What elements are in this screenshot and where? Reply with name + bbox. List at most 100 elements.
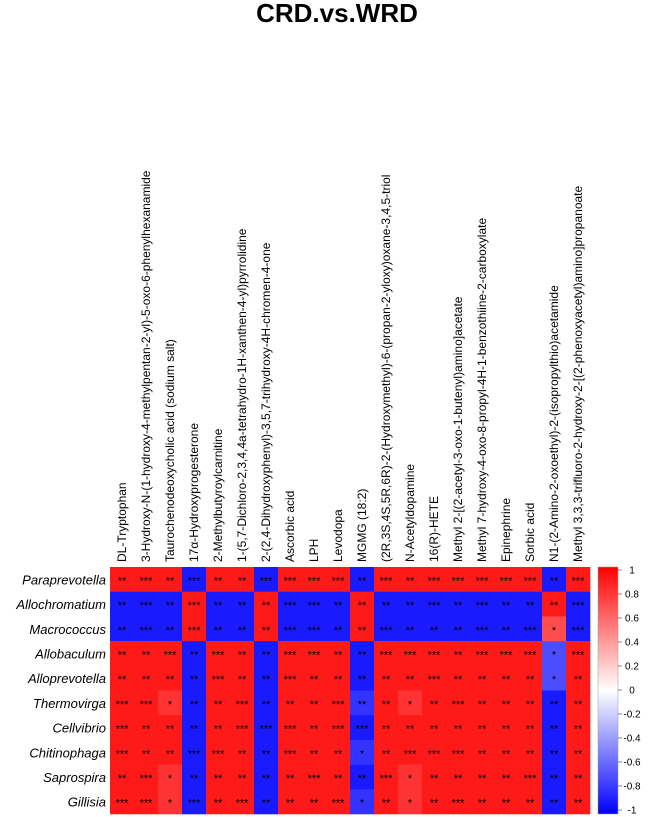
heatmap-cell [230, 567, 255, 592]
heatmap-cell [302, 690, 327, 716]
significance-label: ** [190, 773, 199, 785]
heatmap-cell [110, 641, 135, 667]
significance-label: * [552, 649, 557, 661]
significance-label: *** [212, 649, 226, 661]
significance-label: *** [284, 674, 298, 686]
heatmap-cell [566, 715, 591, 741]
heatmap-cell [446, 665, 471, 691]
row-label: Paraprevotella [22, 572, 106, 587]
column-label: 2-Methylbutyroylcarnitine [211, 428, 225, 562]
heatmap-cell [278, 591, 303, 617]
heatmap-cell [278, 789, 303, 815]
heatmap-cell [278, 690, 303, 716]
significance-label: ** [166, 600, 175, 612]
heatmap-cell [470, 665, 495, 691]
significance-label: ** [238, 575, 247, 587]
heatmap-cell [494, 567, 519, 592]
significance-label: *** [380, 575, 394, 587]
heatmap-cell [278, 739, 303, 765]
significance-label: *** [476, 625, 490, 637]
significance-label: ** [214, 798, 223, 810]
heatmap-cell [254, 690, 279, 716]
significance-label: *** [404, 748, 418, 760]
significance-label: ** [238, 773, 247, 785]
column-label: 1-(5,7-Dichloro-2,3,4,4a-tetrahydro-1H-x… [235, 228, 249, 562]
heatmap-cell [350, 764, 375, 790]
column-label: Methyl 2-[(2-acetyl-3-oxo-1-butenyl)amin… [451, 296, 465, 562]
significance-label: ** [334, 625, 343, 637]
significance-label: *** [236, 699, 250, 711]
heatmap-cell [446, 591, 471, 617]
column-label: 16(R)-HETE [427, 496, 441, 562]
colorbar-tick-label: 0.4 [625, 638, 639, 649]
heatmap-cell [422, 764, 447, 790]
significance-label: ** [142, 748, 151, 760]
significance-label: ** [118, 600, 127, 612]
significance-label: ** [526, 699, 535, 711]
significance-label: ** [262, 649, 271, 661]
heatmap-cell [446, 739, 471, 765]
heatmap-cell [374, 789, 399, 815]
column-label: LPH [307, 539, 321, 562]
significance-label: ** [454, 649, 463, 661]
heatmap-cell [206, 616, 231, 642]
significance-label: ** [286, 699, 295, 711]
significance-label: ** [478, 674, 487, 686]
significance-label: ** [214, 699, 223, 711]
significance-label: ** [526, 674, 535, 686]
significance-label: * [408, 798, 413, 810]
significance-label: *** [140, 575, 154, 587]
column-label: MGMG (18:2) [355, 489, 369, 562]
heatmap-cell [398, 641, 423, 667]
heatmap-cell [326, 690, 351, 716]
heatmap-cell [110, 789, 135, 815]
heatmap-cell [158, 616, 183, 642]
column-label: Levodopa [331, 509, 345, 562]
significance-label: ** [478, 699, 487, 711]
heatmap-cell [542, 739, 567, 765]
heatmap-cell [422, 789, 447, 815]
significance-label: *** [116, 798, 130, 810]
heatmap-cell [374, 739, 399, 765]
significance-label: ** [166, 674, 175, 686]
significance-label: * [360, 798, 365, 810]
column-label: N-Acetyldopamine [403, 464, 417, 562]
heatmap-cell [182, 690, 207, 716]
heatmap-cell [158, 739, 183, 765]
significance-label: ** [502, 674, 511, 686]
heatmap-cell [494, 665, 519, 691]
significance-label: ** [574, 699, 583, 711]
heatmap-cell [158, 665, 183, 691]
row-label: Gillisia [68, 795, 106, 810]
heatmap-cell [350, 715, 375, 741]
heatmap-cell [326, 567, 351, 592]
heatmap-cell [326, 739, 351, 765]
significance-label: ** [358, 674, 367, 686]
row-label: Alloprevotella [27, 671, 106, 686]
significance-label: *** [116, 724, 130, 736]
significance-label: ** [238, 649, 247, 661]
heatmap-cell [206, 789, 231, 815]
heatmap-cell [134, 789, 159, 815]
significance-label: ** [310, 748, 319, 760]
significance-label: *** [188, 600, 202, 612]
significance-label: ** [142, 724, 151, 736]
heatmap-cell [158, 715, 183, 741]
colorbar-tick-label: 1 [629, 566, 635, 577]
heatmap-cell [206, 665, 231, 691]
heatmap-cell [278, 715, 303, 741]
significance-label: *** [476, 649, 490, 661]
heatmap-cell [302, 715, 327, 741]
significance-label: ** [526, 798, 535, 810]
significance-label: *** [572, 649, 586, 661]
heatmap-cell [110, 616, 135, 642]
heatmap-cell [254, 665, 279, 691]
significance-label: ** [334, 600, 343, 612]
heatmap-cell [254, 616, 279, 642]
significance-label: ** [118, 575, 127, 587]
significance-label: *** [284, 625, 298, 637]
heatmap-cell [398, 764, 423, 790]
heatmap-cell [374, 591, 399, 617]
heatmap-cell [542, 665, 567, 691]
significance-label: ** [382, 699, 391, 711]
